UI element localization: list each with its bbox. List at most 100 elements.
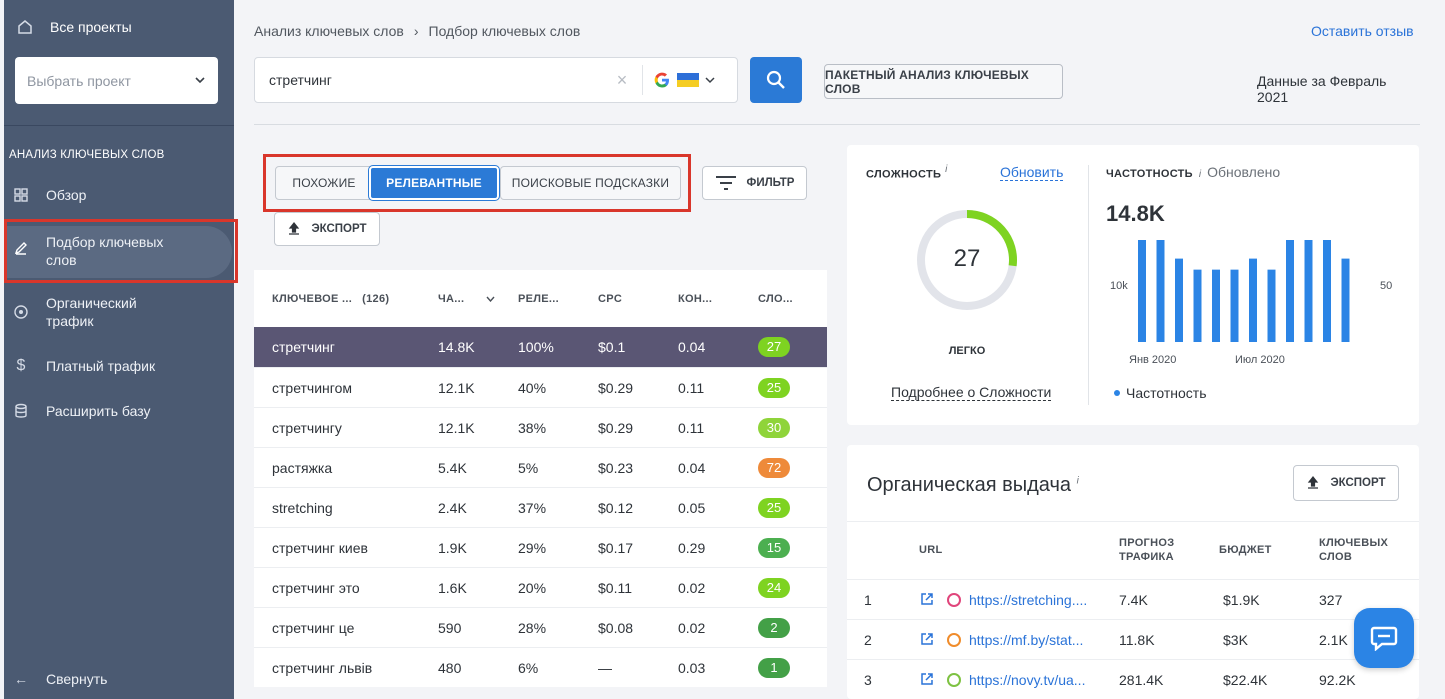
collapse-label: Свернуть (46, 671, 108, 687)
chart-bar (1286, 240, 1294, 342)
legend-label: Частотность (1126, 385, 1207, 401)
position-cell: 2 (864, 631, 872, 648)
column-difficulty[interactable]: СЛО... (758, 292, 793, 305)
table-row[interactable]: stretching 2.4K 37% $0.12 0.05 25 (254, 487, 827, 527)
sidebar-item-label: Расширить базу (46, 403, 151, 419)
feedback-link[interactable]: Оставить отзыв (1311, 23, 1414, 39)
search-button[interactable] (750, 57, 802, 103)
difficulty-badge: 2 (758, 617, 790, 638)
filter-button[interactable]: ФИЛЬТР (702, 166, 807, 200)
project-select[interactable]: Выбрать проект (15, 57, 218, 104)
keyword-cell[interactable]: стретчинг львів (272, 659, 373, 676)
relevance-cell: 29% (518, 539, 547, 556)
external-link-icon[interactable] (920, 592, 934, 609)
column-keyword[interactable]: КЛЮЧЕВОЕ ... (126) (272, 292, 390, 305)
chat-button[interactable] (1354, 608, 1414, 668)
competition-cell: 0.11 (678, 379, 705, 396)
difficulty-level: ЛЕГКО (948, 345, 986, 357)
table-row[interactable]: 2 https://mf.by/stat... 11.8K $3K 2.1K (847, 619, 1419, 659)
collapse-sidebar-button[interactable]: ← Свернуть (12, 670, 107, 688)
difficulty-badge: 25 (758, 497, 790, 518)
competition-cell: 0.29 (678, 539, 706, 556)
external-link-icon[interactable] (920, 632, 934, 649)
table-row[interactable]: стретчинг львів 480 6% — 0.03 1 (254, 647, 827, 687)
tab-search-suggestions[interactable]: ПОИСКОВЫЕ ПОДСКАЗКИ (500, 166, 681, 200)
column-cpc[interactable]: CPC (598, 292, 623, 305)
update-difficulty-link[interactable]: Обновить (1000, 164, 1064, 181)
export-organic-button[interactable]: ЭКСПОРТ (1293, 465, 1399, 501)
sidebar-item-expand-base[interactable]: Расширить базу (12, 402, 151, 420)
frequency-value: 14.8K (1106, 201, 1165, 226)
keyword-cell[interactable]: стретчингу (272, 419, 342, 436)
cpc-cell: $0.23 (598, 459, 634, 476)
keyword-cell[interactable]: стретчинг (272, 339, 335, 355)
position-cell: 3 (864, 671, 872, 688)
chart-bar (1212, 269, 1220, 342)
sidebar-item-organic-traffic[interactable]: Органический трафик (12, 294, 166, 330)
column-keywords: КЛЮЧЕВЫХ СЛОВ (1319, 537, 1389, 563)
keyword-cell[interactable]: стретчинг киев (272, 539, 368, 556)
table-body: стретчинг 14.8K 100% $0.1 0.04 27 стретчингом 1… (254, 327, 827, 687)
difficulty-cell: 1 (758, 657, 827, 678)
column-competition[interactable]: КОН... (678, 292, 713, 305)
table-row[interactable]: 1 https://stretching.... 7.4K $1.9K 327 (847, 579, 1419, 619)
keyword-cell[interactable]: стретчинг это (272, 579, 360, 596)
table-row[interactable]: стретчинг це 590 28% $0.08 0.02 2 (254, 607, 827, 647)
tab-similar[interactable]: ПОХОЖИЕ (275, 166, 373, 200)
url-link[interactable]: https://stretching.... (969, 591, 1088, 608)
table-row[interactable]: стретчинг это 1.6K 20% $0.11 0.02 24 (254, 567, 827, 607)
target-icon (12, 303, 30, 321)
chat-icon (1370, 626, 1398, 651)
chart-legend: Частотность (1114, 385, 1207, 401)
grid-icon (12, 186, 30, 204)
column-relevance[interactable]: РЕЛЕ... (518, 292, 559, 305)
cpc-cell: $0.17 (598, 539, 634, 556)
all-projects-link[interactable]: Все проекты (16, 18, 132, 36)
clear-icon[interactable]: × (616, 69, 628, 90)
chart-bar (1230, 269, 1239, 342)
difficulty-more-link[interactable]: Подробнее о Сложности (891, 384, 1052, 401)
table-row[interactable]: стретчингом 12.1K 40% $0.29 0.11 25 (254, 367, 827, 407)
filter-icon (715, 176, 736, 190)
position-cell: 1 (864, 591, 872, 608)
breadcrumb-item[interactable]: Анализ ключевых слов (254, 23, 404, 39)
filter-label: ФИЛЬТР (746, 177, 795, 189)
column-frequency[interactable]: ЧА... (438, 293, 518, 305)
table-row[interactable]: стретчингу 12.1K 38% $0.29 0.11 30 (254, 407, 827, 447)
traffic-cell: 11.8K (1119, 631, 1155, 648)
url-link[interactable]: https://novy.tv/ua... (969, 671, 1086, 688)
metrics-card: СЛОЖНОСТЬ i Обновить 27 ЛЕГКО Подробнее … (847, 145, 1419, 425)
frequency-chart: 10k 50 Янв 2020 Июл 2020 (1110, 240, 1392, 366)
table-row[interactable]: растяжка 5.4K 5% $0.23 0.04 72 (254, 447, 827, 487)
keyword-cell[interactable]: растяжка (272, 459, 333, 476)
table-row[interactable]: стретчинг 14.8K 100% $0.1 0.04 27 (254, 327, 827, 367)
sidebar-section-title: АНАЛИЗ КЛЮЧЕВЫХ СЛОВ (9, 149, 165, 161)
sidebar-item-overview[interactable]: Обзор (12, 186, 86, 204)
difficulty-badge: 72 (758, 457, 790, 478)
keyword-cell[interactable]: stretching (272, 499, 333, 516)
relevance-cell: 38% (518, 419, 547, 436)
database-selector[interactable] (653, 71, 715, 89)
url-link[interactable]: https://mf.by/stat... (969, 631, 1084, 648)
sidebar-item-keyword-research[interactable]: Подбор ключевых слов (4, 219, 238, 283)
difficulty-cell: 15 (758, 537, 827, 558)
difficulty-cell: 25 (758, 497, 827, 518)
external-link-icon[interactable] (920, 672, 934, 689)
chart-bar (1341, 258, 1350, 342)
export-keywords-button[interactable]: ЭКСПОРТ (274, 212, 380, 246)
keyword-search-input[interactable] (255, 72, 610, 88)
keywords-table: КЛЮЧЕВОЕ ... (126) ЧА... РЕЛЕ... CPC КОН… (254, 270, 827, 687)
table-row[interactable]: 3 https://novy.tv/ua... 281.4K $22.4K 92.2K (847, 659, 1419, 699)
keyword-cell[interactable]: стретчинг це (272, 619, 355, 636)
tab-relevant[interactable]: РЕЛЕВАНТНЫЕ (368, 165, 500, 201)
batch-analysis-button[interactable]: ПАКЕТНЫЙ АНАЛИЗ КЛЮЧЕВЫХ СЛОВ (824, 64, 1063, 99)
competition-cell: 0.05 (678, 499, 706, 516)
table-row[interactable]: стретчинг киев 1.9K 29% $0.17 0.29 15 (254, 527, 827, 567)
organic-title: Органическая выдача i (867, 474, 1079, 496)
chart-bar (1193, 269, 1202, 342)
relevance-cell: 28% (518, 619, 547, 636)
keyword-cell[interactable]: стретчингом (272, 379, 352, 396)
sidebar-item-paid-traffic[interactable]: $ Платный трафик (12, 357, 156, 375)
sidebar-item-label: Платный трафик (46, 358, 156, 374)
chart-bar (1175, 258, 1183, 342)
